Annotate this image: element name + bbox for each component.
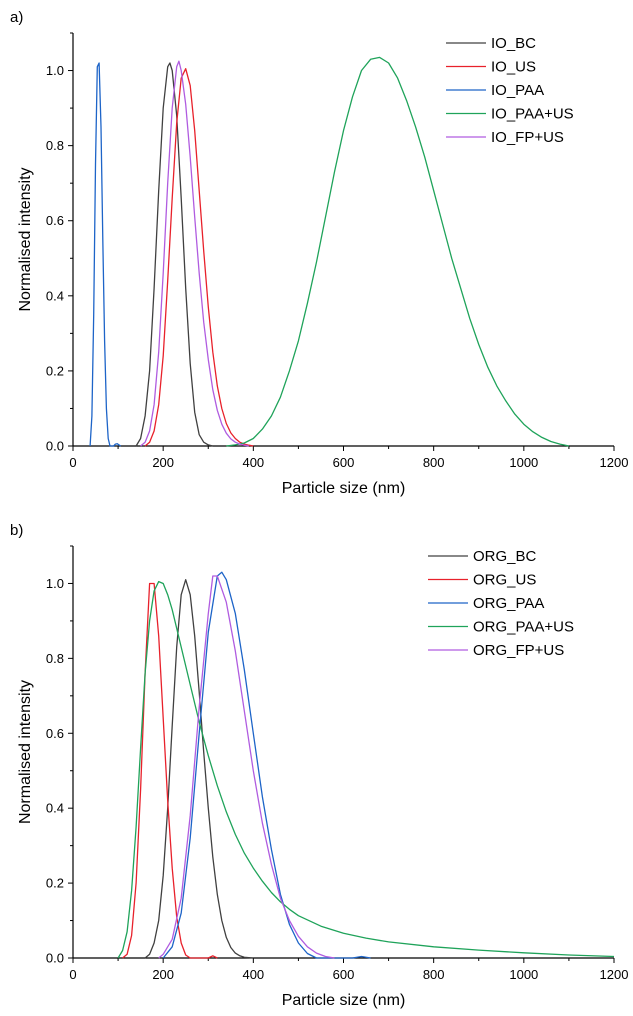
y-tick-label: 0.2 [46,876,64,891]
legend-label: IO_PAA+US [491,106,574,123]
x-tick-label: 0 [69,455,76,470]
x-tick-label: 400 [242,455,264,470]
legend-label: IO_FP+US [491,129,564,146]
panel-label: b) [10,522,23,539]
y-tick-label: 0.0 [46,951,64,966]
legend-label: ORG_BC [473,548,537,565]
y-tick-label: 0.4 [46,288,64,303]
series-line [158,575,335,959]
x-tick-label: 200 [152,455,174,470]
series-line [89,62,122,447]
series-line [226,56,570,447]
series-line [135,62,213,447]
y-tick-label: 1.0 [46,63,64,78]
series-line [144,579,254,959]
y-tick-label: 0.4 [46,801,64,816]
y-axis-title: Normalised intensity [17,680,34,824]
x-tick-label: 800 [423,967,445,982]
series-line [140,60,249,447]
x-tick-label: 1000 [509,455,538,470]
series-line [122,582,218,959]
y-tick-label: 0.6 [46,213,64,228]
x-axis-title: Particle size (nm) [282,480,406,497]
x-tick-label: 400 [242,967,264,982]
legend-label: IO_PAA [491,82,544,99]
x-tick-label: 0 [69,967,76,982]
y-tick-label: 1.0 [46,576,64,591]
x-tick-label: 600 [333,967,355,982]
legend-label: ORG_US [473,572,536,589]
x-tick-label: 1200 [600,455,629,470]
legend-label: ORG_PAA [473,595,544,612]
y-tick-label: 0.0 [46,439,64,454]
y-tick-label: 0.8 [46,138,64,153]
y-tick-label: 0.8 [46,651,64,666]
legend-label: ORG_PAA+US [473,619,574,636]
legend-label: IO_BC [491,35,536,52]
series-line [162,571,371,959]
y-tick-label: 0.2 [46,363,64,378]
legend-label: ORG_FP+US [473,642,564,659]
x-axis-title: Particle size (nm) [282,992,406,1009]
legend-label: IO_US [491,59,536,76]
y-axis-title: Normalised intensity [17,167,34,311]
x-tick-label: 1200 [600,967,629,982]
x-tick-label: 1000 [509,967,538,982]
series-line [144,68,254,447]
x-tick-label: 200 [152,967,174,982]
x-tick-label: 800 [423,455,445,470]
series-line [117,580,615,959]
y-tick-label: 0.6 [46,726,64,741]
panel-label: a) [10,9,23,26]
x-tick-label: 600 [333,455,355,470]
